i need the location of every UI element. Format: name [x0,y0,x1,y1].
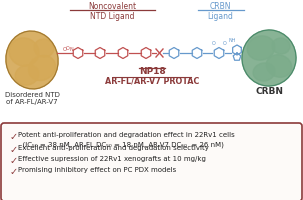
Text: Noncovalent
NTD Ligand: Noncovalent NTD Ligand [88,2,136,21]
Text: ✓: ✓ [10,145,18,155]
Ellipse shape [34,39,54,57]
Ellipse shape [272,38,290,54]
Ellipse shape [28,55,55,81]
Ellipse shape [15,65,39,85]
Text: Disordered NTD
of AR-FL/AR-V7: Disordered NTD of AR-FL/AR-V7 [5,92,59,105]
Text: ✓: ✓ [10,167,18,177]
Text: ✓: ✓ [10,132,18,142]
Ellipse shape [266,55,292,77]
Text: Excellent anti-proliferation and degradation selectivity: Excellent anti-proliferation and degrada… [18,145,209,151]
Text: NH: NH [228,38,236,43]
Text: ✓: ✓ [10,156,18,166]
Text: O: O [66,46,70,51]
Text: CRBN
Ligand: CRBN Ligand [207,2,233,21]
Ellipse shape [242,30,296,86]
Text: N: N [69,47,73,52]
Text: O: O [212,41,216,46]
Ellipse shape [253,63,275,81]
Text: O: O [223,41,227,46]
Ellipse shape [6,31,58,89]
Text: CRBN: CRBN [255,87,283,96]
Text: (IC₅₀ = 38 nM, AR-FL DC₅₀ = 18 nM, AR-V7 DC₅₀  = 26 nM): (IC₅₀ = 38 nM, AR-FL DC₅₀ = 18 nM, AR-V7… [18,141,224,148]
Ellipse shape [9,38,39,66]
Text: NP18: NP18 [139,67,165,76]
Ellipse shape [247,36,275,60]
FancyBboxPatch shape [1,123,302,200]
Text: Potent anti-proliferation and degradation effect in 22Rv1 cells: Potent anti-proliferation and degradatio… [18,132,235,138]
Text: O: O [63,47,67,52]
Text: AR-FL/AR-V7 PROTAC: AR-FL/AR-V7 PROTAC [105,76,199,85]
Text: Promising inhibitory effect on PC PDX models: Promising inhibitory effect on PC PDX mo… [18,167,176,173]
Text: Effective supression of 22Rv1 xenografts at 10 mg/kg: Effective supression of 22Rv1 xenografts… [18,156,206,162]
